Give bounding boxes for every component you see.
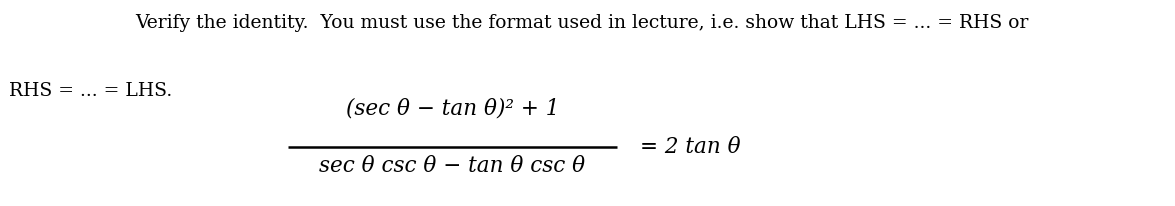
Text: sec θ csc θ − tan θ csc θ: sec θ csc θ − tan θ csc θ <box>320 155 585 177</box>
Text: Verify the identity.  You must use the format used in lecture, i.e. show that LH: Verify the identity. You must use the fo… <box>135 14 1028 32</box>
Text: RHS = ... = LHS.: RHS = ... = LHS. <box>9 82 173 100</box>
Text: = 2 tan θ: = 2 tan θ <box>640 136 741 158</box>
Text: (sec θ − tan θ)² + 1: (sec θ − tan θ)² + 1 <box>345 97 559 119</box>
